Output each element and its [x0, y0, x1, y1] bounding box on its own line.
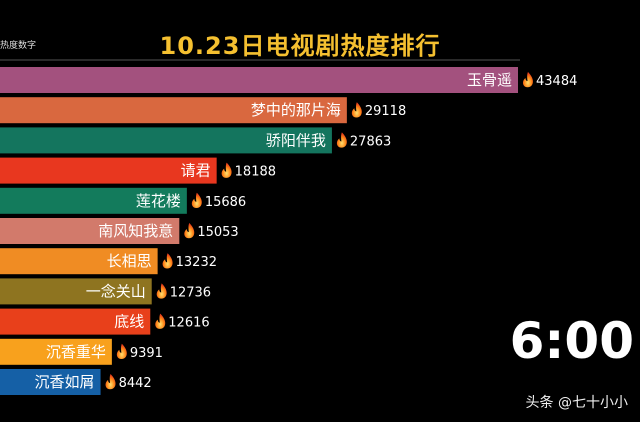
- bar-row: 底线 12616: [0, 308, 210, 335]
- bar-row: 梦中的那片海 29118: [0, 97, 406, 124]
- bar-category-label: 底线: [114, 313, 144, 331]
- bar-category-label: 南风知我意: [98, 222, 173, 240]
- bar-value-label: 15053: [197, 225, 238, 240]
- bar: [0, 278, 152, 305]
- bar-row: 沉香如屑 8442: [0, 369, 152, 395]
- bar-value-label: 12736: [170, 285, 211, 300]
- bar-category-label: 一念关山: [86, 282, 146, 300]
- fire-icon: [155, 313, 166, 329]
- bar: [0, 157, 217, 184]
- fire-icon: [116, 343, 127, 360]
- bar-category-label: 长相思: [107, 252, 152, 270]
- chart-title: 10.23日电视剧热度排行: [159, 32, 441, 60]
- bar-category-label: 骄阳伴我: [266, 131, 326, 149]
- bar-value-label: 13232: [176, 255, 217, 270]
- bar-value-label: 9391: [130, 346, 163, 361]
- bar-row: 南风知我意 15053: [0, 218, 239, 244]
- bar-row: 一念关山 12736: [0, 278, 211, 305]
- bar-row: 长相思 13232: [0, 248, 217, 275]
- bar: [0, 218, 180, 244]
- bar: [0, 308, 151, 335]
- bar-value-label: 12616: [168, 316, 209, 331]
- bar: [0, 369, 101, 395]
- watermark: 头条 @七十小小: [525, 395, 628, 411]
- bar-value-label: 8442: [119, 376, 152, 391]
- bar: [0, 97, 347, 124]
- bar-category-label: 玉骨遥: [467, 71, 512, 89]
- bar: [0, 248, 158, 275]
- fire-icon: [162, 253, 173, 269]
- bar-value-label: 15686: [205, 195, 246, 210]
- fire-icon: [351, 102, 362, 118]
- bar-row: 请君 18188: [0, 157, 276, 184]
- bar-value-label: 29118: [365, 104, 406, 119]
- bar-row: 沉香重华 9391: [0, 338, 163, 365]
- bar-category-label: 请君: [181, 162, 211, 180]
- bar-category-label: 沉香如屑: [35, 373, 95, 391]
- bar-value-label: 43484: [536, 74, 577, 89]
- bar-category-label: 梦中的那片海: [251, 101, 341, 119]
- bar-value-label: 27863: [350, 134, 391, 149]
- fire-icon: [221, 162, 232, 178]
- bar-category-label: 莲花楼: [136, 192, 181, 210]
- bar-row: 玉骨遥 43484: [0, 67, 577, 93]
- bar-row: 莲花楼 15686: [0, 187, 246, 214]
- fire-icon: [336, 132, 347, 148]
- bar: [0, 67, 518, 93]
- fire-icon: [184, 223, 195, 239]
- bar-category-label: 沉香重华: [46, 343, 106, 361]
- fire-icon: [522, 72, 533, 88]
- time-display: 6:00: [509, 312, 634, 370]
- fire-icon: [191, 192, 202, 209]
- axis-corner-label: 热度数字: [0, 41, 37, 51]
- bar: [0, 338, 112, 365]
- bar-value-label: 18188: [235, 165, 276, 180]
- bar-row: 骄阳伴我 27863: [0, 127, 391, 154]
- bar: [0, 187, 187, 214]
- bar: [0, 127, 332, 154]
- fire-icon: [105, 374, 116, 390]
- fire-icon: [156, 283, 167, 299]
